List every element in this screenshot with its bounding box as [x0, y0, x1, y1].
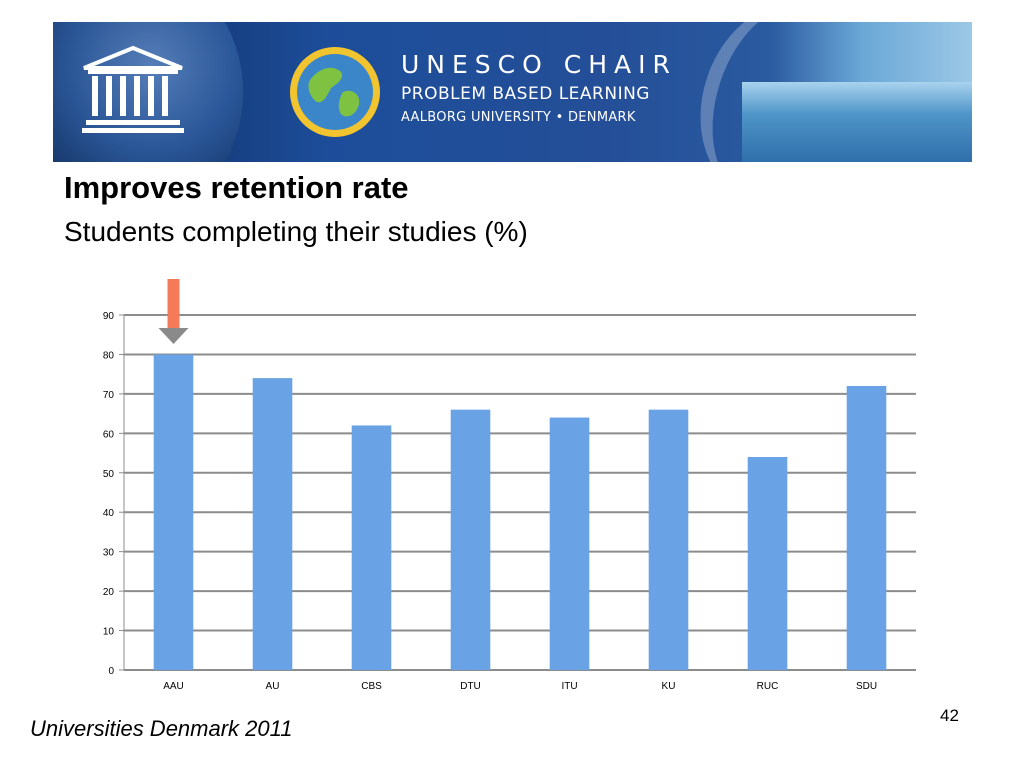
bar-ku — [648, 409, 689, 670]
x-tick-label: SDU — [856, 681, 877, 692]
slide-subtitle: Students completing their studies (%) — [64, 216, 528, 247]
bar-aau — [153, 354, 194, 670]
bar-sdu — [846, 386, 887, 670]
y-tick-label: 50 — [103, 469, 115, 480]
chair-title: UNESCO CHAIR — [401, 50, 677, 79]
chair-subtitle: PROBLEM BASED LEARNING — [401, 84, 650, 104]
y-tick-label: 30 — [103, 548, 115, 559]
x-tick-label: AAU — [163, 681, 184, 692]
x-tick-label: DTU — [460, 681, 481, 692]
highlight-arrow-icon — [158, 279, 189, 344]
globe-icon — [290, 47, 380, 137]
slide-title: Improves retention rate — [64, 170, 409, 205]
arrow-shaft — [167, 279, 180, 329]
y-tick-label: 10 — [103, 627, 115, 638]
y-tick-label: 20 — [103, 587, 115, 598]
x-tick-label: ITU — [561, 681, 577, 692]
y-tick-label: 70 — [103, 390, 115, 401]
x-tick-label: CBS — [361, 681, 382, 692]
bar-cbs — [351, 425, 392, 670]
page-number: 42 — [940, 706, 959, 725]
x-tick-label: AU — [266, 681, 280, 692]
y-tick-label: 40 — [103, 508, 115, 519]
y-tick-label: 0 — [108, 666, 114, 677]
header-banner: UNESCO CHAIR PROBLEM BASED LEARNING AALB… — [53, 22, 972, 162]
unesco-temple-logo — [82, 45, 184, 133]
bar-au — [252, 378, 293, 670]
x-tick-label: KU — [662, 681, 676, 692]
x-tick-label: RUC — [757, 681, 779, 692]
bar-itu — [549, 417, 590, 670]
chair-university: AALBORG UNIVERSITY • DENMARK — [401, 110, 636, 125]
y-tick-label: 90 — [103, 311, 115, 322]
sea-background — [742, 82, 972, 162]
bar-dtu — [450, 409, 491, 670]
chair-text-block: UNESCO CHAIR PROBLEM BASED LEARNING AALB… — [401, 49, 677, 129]
bar-ruc — [747, 457, 788, 670]
source-note: Universities Denmark 2011 — [30, 716, 293, 741]
y-tick-label: 60 — [103, 429, 115, 440]
arrow-head — [158, 328, 189, 344]
y-tick-label: 80 — [103, 350, 115, 361]
